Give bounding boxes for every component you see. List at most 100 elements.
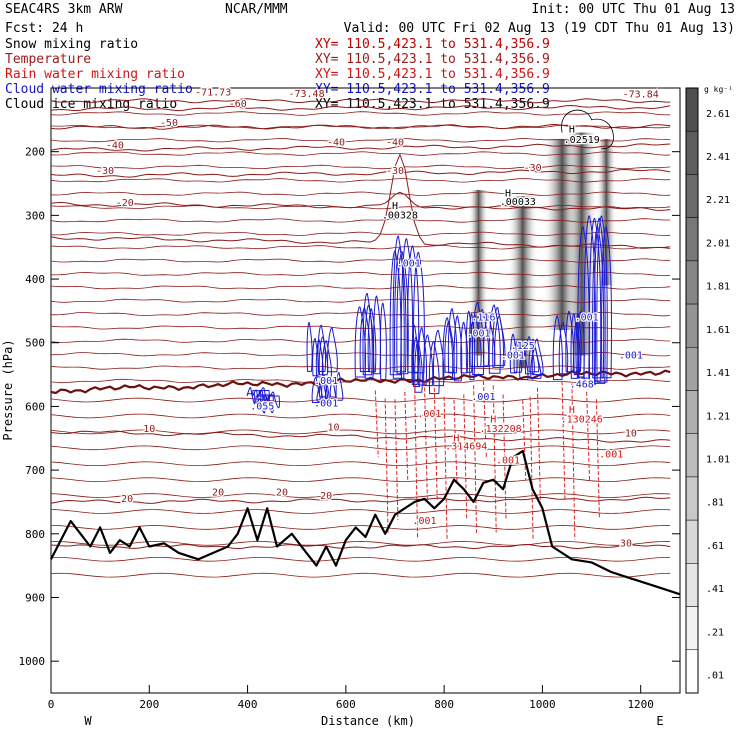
rain-contour	[384, 398, 389, 533]
west-label: W	[84, 714, 92, 728]
isotherm-minor	[50, 285, 671, 290]
cloud-water-label: .001	[466, 328, 490, 339]
cloud-water-label: .055	[250, 402, 274, 413]
rain-contour	[433, 387, 438, 502]
rain-contour	[482, 380, 487, 459]
colorbar-label: 1.81	[706, 282, 730, 293]
cloud-water-label: .001	[501, 351, 525, 362]
isotherm-minor	[50, 271, 671, 277]
colorbar: 2.61 2.41 2.21 2.01 1.81 1.61 1.41 1.21 1.01 .81.…	[685, 85, 733, 694]
cloud-water-contour	[494, 315, 506, 366]
colorbar-swatch	[685, 390, 699, 434]
isotherm-minor	[50, 298, 671, 303]
rain-contour	[522, 399, 527, 480]
valid-time: Valid: 00 UTC Fri 02 Aug 13 (19 CDT Thu …	[344, 21, 735, 36]
colorbar-frame	[685, 87, 699, 694]
cloud-water-contour	[255, 395, 266, 414]
colorbar-swatch	[685, 347, 699, 391]
east-label: E	[656, 714, 663, 728]
cloud-water-contour	[519, 347, 529, 381]
colorbar-label: 1.41	[706, 368, 730, 379]
isotherm-minor	[50, 509, 671, 514]
maximum-label: .00033	[500, 197, 536, 208]
cloud-water-contours	[246, 215, 612, 414]
maximum-label: .02519	[564, 135, 600, 146]
cloud-water-contour	[407, 245, 420, 373]
field-label: Cloud ice mixing ratio	[5, 97, 177, 112]
rain-contour	[414, 383, 419, 540]
colorbar-swatch	[685, 433, 699, 478]
rain-contour	[404, 391, 409, 481]
cloud-water-contour	[315, 339, 324, 378]
cloud-water-contour	[359, 307, 371, 372]
cloud-water-contour	[596, 215, 608, 383]
cloud-water-contour	[262, 394, 274, 413]
colorbar-unit: g kg⁻¹	[704, 85, 733, 94]
cloud-water-contour	[246, 387, 256, 405]
rain-contour	[595, 399, 600, 520]
field-range: XY= 110.5,423.1 to 531.4,356.9	[315, 82, 550, 97]
isotherm-minor	[50, 477, 671, 483]
colorbar-swatch	[685, 217, 699, 262]
y-tick-label: 600	[25, 400, 45, 413]
cloud-water-contour	[509, 333, 518, 374]
isotherm-minor	[50, 178, 671, 183]
x-tick-label: 400	[238, 698, 258, 711]
y-tick-label: 1000	[19, 655, 46, 668]
rain-contour	[463, 394, 468, 520]
rain-label: .001	[412, 516, 436, 527]
cloud-water-label: .125	[511, 341, 535, 352]
isotherm-minor	[50, 378, 671, 384]
cloud-water-label: .116	[471, 312, 495, 323]
isotherm-line	[50, 496, 671, 504]
cloud-water-label: .001	[314, 398, 338, 409]
cloud-water-contour	[413, 251, 425, 374]
cloud-water-contour	[492, 306, 505, 368]
isotherm-label: 20	[121, 494, 133, 505]
x-axis-label: Distance (km)	[321, 714, 415, 728]
cloud-water-contour	[469, 314, 482, 368]
isotherm-minor	[50, 124, 671, 130]
maximum-label: H	[569, 405, 575, 416]
colorbar-label: .81	[706, 498, 724, 509]
x-tick-label: 1200	[627, 698, 654, 711]
cloud-water-contour	[577, 226, 590, 379]
maximum-label: H	[569, 125, 575, 136]
isotherm-minor	[50, 111, 671, 116]
snow-contour	[561, 109, 614, 149]
y-tick-label: 500	[25, 337, 45, 350]
isotherm-minor	[50, 445, 671, 451]
rain-contour	[374, 390, 379, 458]
isotherm-label: -30	[386, 166, 404, 177]
isotherm-minor	[50, 244, 671, 250]
cloud-water-contour	[428, 340, 440, 395]
isotherm-label: -73.84	[623, 90, 659, 101]
isotherm-minor	[50, 191, 671, 196]
contour-labels: -71.73 -73.48 -73.84 -60 -50 -40 -40 -40 -30 -30 -…	[95, 86, 660, 550]
field-label: Snow mixing ratio	[5, 37, 138, 52]
isotherm-label: -40	[327, 137, 345, 148]
isotherm-label: -30	[96, 166, 114, 177]
maximum-label: .314694	[445, 442, 487, 453]
rain-water-contours	[374, 380, 600, 540]
rain-contour	[571, 383, 576, 540]
isotherm-minor	[50, 204, 671, 210]
isotherm-minor	[50, 258, 671, 263]
field-range: XY= 110.5,423.1 to 531.4,356.9	[315, 52, 550, 67]
x-tick-label: 600	[336, 698, 356, 711]
colorbar-label: 2.21	[706, 195, 730, 206]
cloud-water-contour	[524, 336, 535, 375]
cloud-water-label: .001	[471, 392, 495, 403]
cloud-water-contour	[400, 238, 414, 381]
isotherm-label: 10	[328, 423, 340, 434]
isotherm-label: 10	[143, 424, 155, 435]
colorbar-swatch	[685, 649, 699, 694]
maximum-label: .130246	[561, 414, 603, 425]
maximum-label: H	[453, 433, 459, 444]
isotherm-label: 20	[276, 488, 288, 499]
cloud-water-contour	[460, 321, 469, 374]
isotherm-label: 20	[320, 491, 332, 502]
isotherm-line	[50, 543, 671, 550]
colorbar-swatch	[685, 130, 699, 175]
cloud-water-contour	[394, 247, 407, 373]
